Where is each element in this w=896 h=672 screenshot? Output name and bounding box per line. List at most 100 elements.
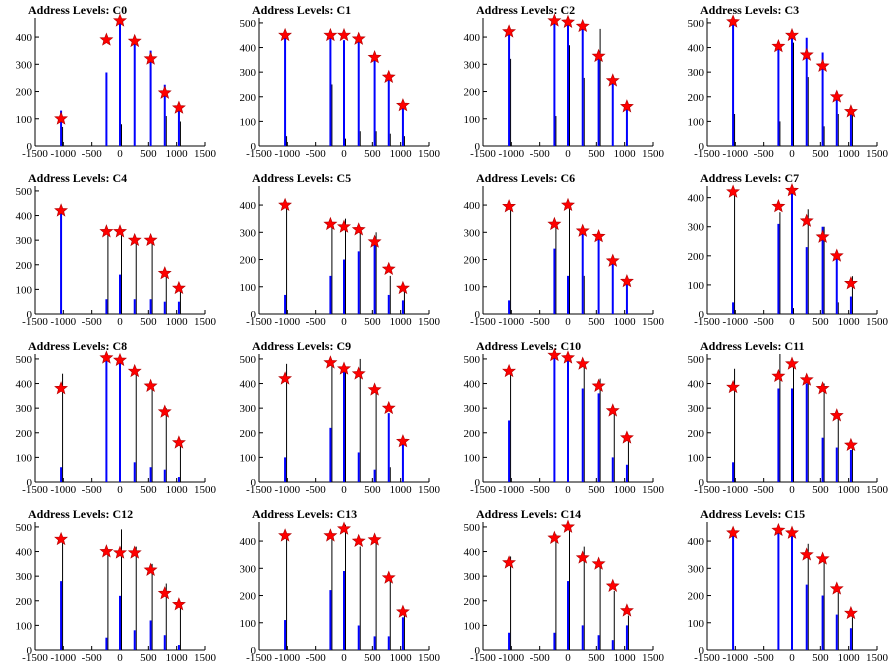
peak-star-marker	[829, 408, 844, 422]
peak-star-marker	[157, 586, 172, 600]
x-tick-label: 1000	[390, 316, 413, 328]
x-tick-label: -1500	[694, 316, 720, 328]
y-tick-label: 200	[688, 92, 705, 104]
chart-title: Address Levels: C7	[700, 171, 799, 185]
x-tick-label: -1500	[694, 652, 720, 664]
chart-title: Address Levels: C6	[476, 171, 575, 185]
peak-star-marker	[575, 356, 590, 370]
chart-title: Address Levels: C4	[28, 171, 127, 185]
peak-star-marker	[829, 248, 844, 262]
x-tick-label: -500	[530, 148, 551, 160]
y-tick-label: 400	[688, 193, 705, 205]
peak-star-marker	[278, 27, 292, 42]
x-tick-label: 1000	[838, 484, 861, 496]
chart-panel-5: Address Levels: C5 0 100 200 300 400 -1500 -100…	[240, 171, 441, 328]
peak-star-marker	[337, 219, 351, 233]
y-tick-label: 100	[688, 618, 705, 630]
y-tick-label: 300	[16, 571, 33, 583]
chart-title: Address Levels: C5	[252, 171, 351, 185]
x-tick-label: -1500	[22, 484, 48, 496]
y-tick-label: 300	[688, 563, 705, 575]
x-tick-label: -1000	[274, 148, 300, 160]
x-tick-label: 0	[341, 652, 347, 664]
x-tick-label: 500	[364, 316, 381, 328]
y-tick-label: 100	[688, 116, 705, 128]
y-tick-label: 500	[464, 354, 481, 366]
x-tick-label: 1000	[614, 148, 637, 160]
peak-star-marker	[726, 184, 740, 198]
y-tick-label: 500	[16, 354, 33, 366]
x-tick-label: -500	[82, 316, 103, 328]
x-tick-label: 1000	[390, 148, 413, 160]
y-tick-label: 300	[240, 403, 257, 415]
x-tick-label: 500	[812, 316, 829, 328]
chart-panel-0: Address Levels: C0 0 100 200 300 400 -1500 -100…	[16, 3, 217, 160]
y-tick-label: 400	[16, 547, 33, 559]
y-tick-label: 200	[16, 260, 33, 272]
y-tick-label: 300	[16, 235, 33, 247]
y-tick-label: 0	[475, 309, 481, 321]
y-tick-label: 200	[16, 428, 33, 440]
x-tick-label: -1000	[498, 484, 524, 496]
peak-star-marker	[620, 273, 634, 288]
peak-star-marker	[771, 199, 786, 213]
x-tick-label: -1000	[498, 316, 524, 328]
x-tick-label: 1000	[390, 484, 413, 496]
chart-title: Address Levels: C12	[28, 507, 133, 521]
x-tick-label: -500	[82, 148, 103, 160]
y-tick-label: 0	[251, 477, 257, 489]
peak-star-marker	[54, 531, 68, 546]
x-tick-label: -500	[82, 652, 103, 664]
x-tick-label: 1500	[642, 148, 665, 160]
x-tick-label: -1500	[470, 316, 496, 328]
y-tick-label: 300	[16, 59, 33, 71]
y-tick-label: 200	[16, 87, 33, 99]
x-tick-label: 1500	[194, 652, 217, 664]
x-tick-label: -1000	[274, 652, 300, 664]
y-tick-label: 0	[475, 141, 481, 153]
x-tick-label: 1500	[194, 484, 217, 496]
peak-star-marker	[561, 519, 575, 533]
peak-star-marker	[844, 605, 858, 620]
x-tick-label: 1000	[838, 652, 861, 664]
y-tick-label: 300	[464, 59, 481, 71]
y-tick-label: 400	[16, 211, 33, 223]
y-tick-label: 400	[464, 32, 481, 44]
y-tick-label: 300	[464, 403, 481, 415]
y-tick-label: 300	[688, 403, 705, 415]
peak-star-marker	[799, 372, 814, 386]
peak-star-marker	[113, 13, 127, 27]
y-tick-label: 0	[699, 141, 705, 153]
peak-star-marker	[561, 14, 575, 28]
x-tick-label: 0	[565, 484, 571, 496]
peak-star-marker	[605, 73, 620, 87]
peak-star-marker	[785, 183, 799, 197]
x-tick-label: 0	[789, 652, 795, 664]
peak-star-marker	[561, 197, 575, 211]
x-tick-label: -1500	[470, 484, 496, 496]
x-tick-label: -500	[754, 148, 775, 160]
y-tick-label: 0	[27, 141, 33, 153]
peak-star-marker	[143, 562, 158, 576]
y-tick-label: 200	[688, 591, 705, 603]
peak-star-marker	[323, 216, 338, 231]
x-tick-label: -1500	[470, 148, 496, 160]
x-tick-label: 1000	[166, 148, 189, 160]
peak-star-marker	[771, 368, 786, 383]
peak-star-marker	[143, 232, 158, 247]
y-tick-label: 300	[240, 227, 257, 239]
peak-star-marker	[54, 111, 68, 125]
x-tick-label: 500	[588, 148, 605, 160]
peak-star-marker	[172, 280, 186, 295]
x-tick-label: 0	[565, 148, 571, 160]
x-tick-label: 0	[789, 148, 795, 160]
y-tick-label: 100	[16, 452, 33, 464]
peak-star-marker	[815, 551, 830, 565]
peak-star-marker	[620, 603, 634, 617]
y-tick-label: 200	[240, 92, 257, 104]
peak-star-marker	[547, 347, 562, 362]
peak-star-marker	[844, 437, 858, 451]
y-tick-label: 400	[464, 200, 481, 212]
y-tick-label: 100	[240, 618, 257, 630]
chart-title: Address Levels: C8	[28, 339, 127, 353]
